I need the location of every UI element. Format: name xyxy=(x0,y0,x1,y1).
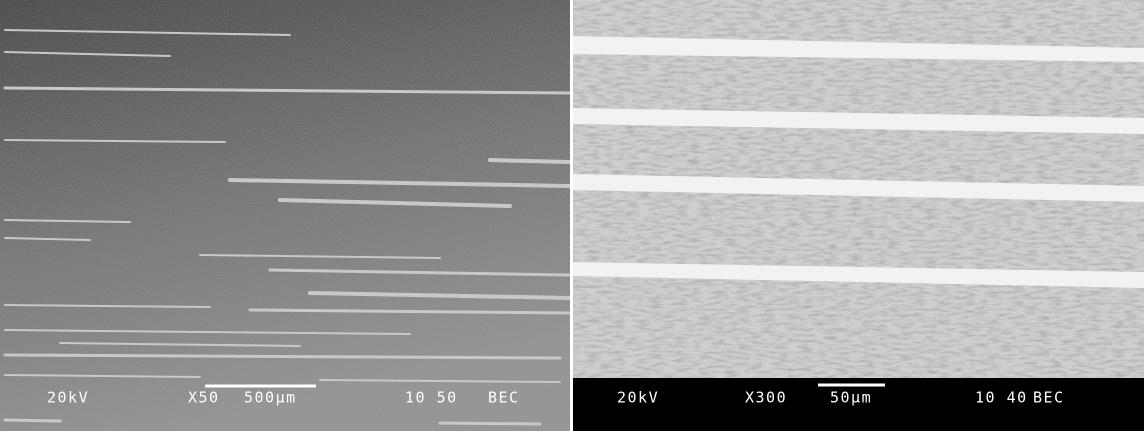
micrographs: 20kV X50 500µm 10 50 BEC 20kV X300 50µm … xyxy=(0,0,1144,431)
voltage: 20kV xyxy=(617,389,659,407)
magnification: X300 xyxy=(745,389,787,407)
scale-label: 50µm xyxy=(830,389,872,407)
mode: BEC xyxy=(488,389,520,407)
left-micrograph: 20kV X50 500µm 10 50 BEC xyxy=(0,0,570,431)
voltage: 20kV xyxy=(47,389,89,407)
code: 10 50 xyxy=(405,389,458,407)
magnification: X50 xyxy=(188,389,220,407)
right-micrograph: 20kV X300 50µm 10 40 BEC xyxy=(573,0,1144,431)
code: 10 40 xyxy=(975,389,1028,407)
scale-label: 500µm xyxy=(244,389,297,407)
mode: BEC xyxy=(1033,389,1065,407)
grain xyxy=(0,0,570,431)
page: 20kV X50 500µm 10 50 BEC 20kV X300 50µm … xyxy=(0,0,1144,431)
